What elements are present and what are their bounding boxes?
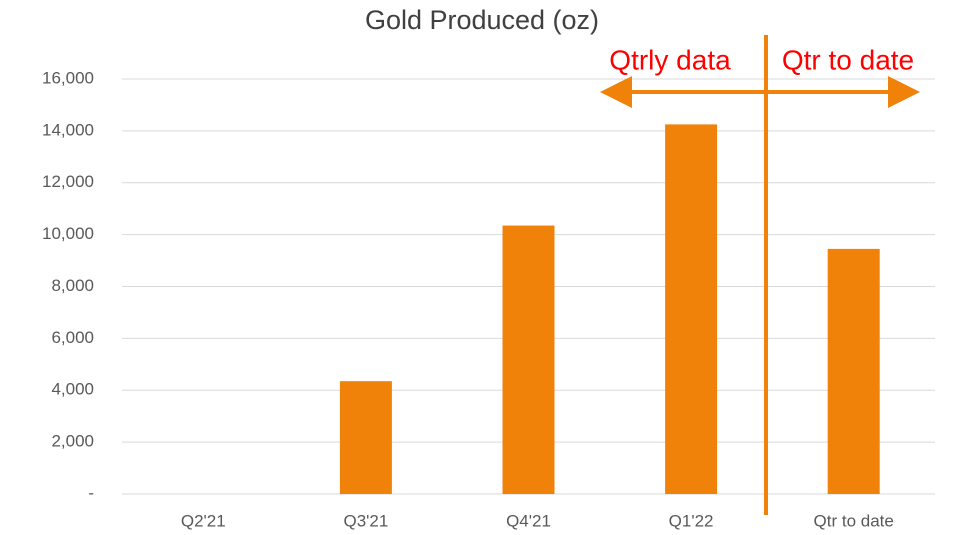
y-tick-label: 10,000 [42,224,94,243]
y-tick-label: 8,000 [51,276,94,295]
y-tick-label: 12,000 [42,172,94,191]
y-tick-label: - [88,483,94,502]
bar [502,225,555,494]
y-tick-label: 2,000 [51,432,94,451]
bar [339,381,392,494]
annotation: Qtrly data [609,44,731,75]
x-tick-label: Q4'21 [506,511,551,530]
bar [827,248,880,494]
x-tick-label: Q2'21 [181,511,226,530]
y-tick-label: 16,000 [42,68,94,87]
x-tick-label: Q3'21 [343,511,388,530]
x-tick-label: Qtr to date [814,511,894,530]
annotation: Qtr to date [782,44,914,75]
y-tick-label: 4,000 [51,380,94,399]
bar [665,124,718,494]
x-tick-label: Q1'22 [669,511,714,530]
y-tick-label: 14,000 [42,120,94,139]
chart-title: Gold Produced (oz) [365,5,599,35]
y-tick-label: 6,000 [51,328,94,347]
